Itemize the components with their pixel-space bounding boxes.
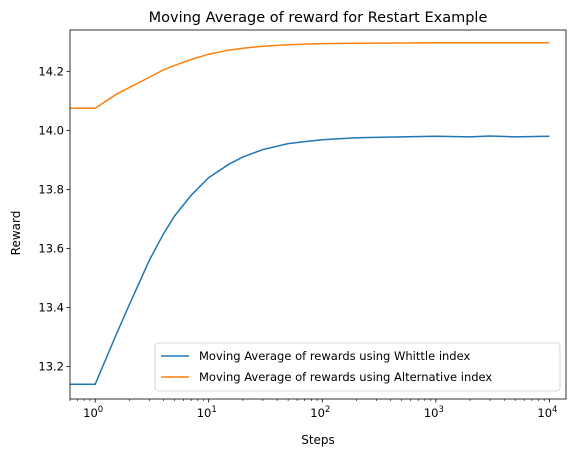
x-axis-label: Steps <box>301 433 335 447</box>
chart-title: Moving Average of reward for Restart Exa… <box>149 10 488 26</box>
plot-frame <box>69 29 567 400</box>
legend-label-1: Moving Average of rewards using Whittle … <box>199 349 470 363</box>
series-line-1 <box>70 135 550 385</box>
x-tick-label: 102 <box>310 405 330 420</box>
y-axis-label: Reward <box>9 211 23 256</box>
y-tick-label: 13.2 <box>38 360 64 374</box>
x-tick-label: 100 <box>83 405 103 420</box>
y-tick-label: 14.2 <box>38 64 64 78</box>
legend-label-2: Moving Average of rewards using Alternat… <box>199 370 492 384</box>
x-tick-label: 104 <box>537 405 557 420</box>
x-tick-label: 103 <box>424 405 444 420</box>
y-tick-label: 13.8 <box>38 182 64 196</box>
y-tick-label: 13.6 <box>38 241 64 255</box>
x-tick-label: 101 <box>197 405 217 420</box>
y-tick-label: 14.0 <box>38 123 64 137</box>
legend: Moving Average of rewards using Whittle … <box>154 342 561 392</box>
series-line-2 <box>70 41 550 109</box>
legend-box <box>154 342 561 392</box>
y-tick-label: 13.4 <box>38 300 64 314</box>
